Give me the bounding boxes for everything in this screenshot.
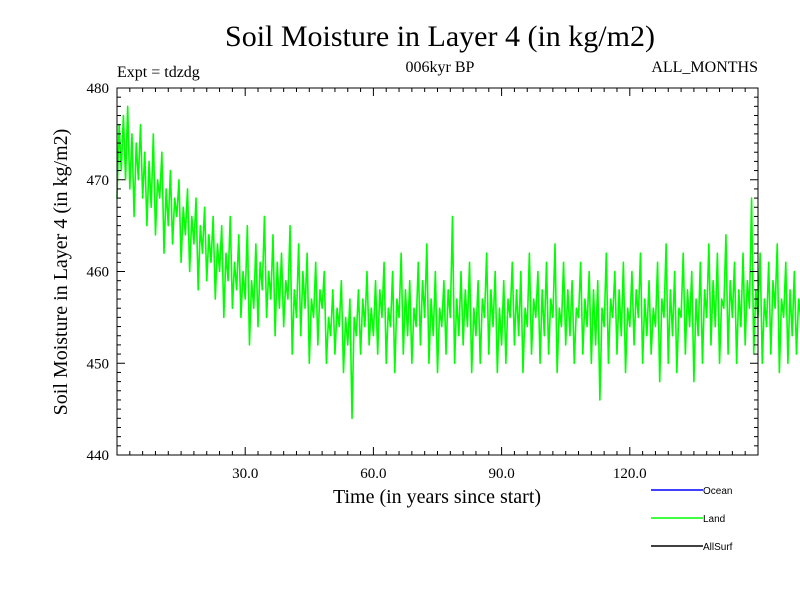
x-axis-label: Time (in years since start) <box>333 486 541 508</box>
y-axis-label: Soil Moisture in Layer 4 (in kg/m2) <box>50 129 72 416</box>
x-tick-label: 120.0 <box>613 466 647 482</box>
plot-area: 440 450 460 470 480 30.0 60.0 90.0 120.0 <box>87 81 800 482</box>
legend-label-land: Land <box>703 514 725 525</box>
x-tick-label: 60.0 <box>360 466 386 482</box>
chart-title: Soil Moisture in Layer 4 (in kg/m2) <box>225 20 655 53</box>
legend-label-ocean: Ocean <box>703 486 732 497</box>
period-label: ALL_MONTHS <box>651 59 758 76</box>
y-tick-label: 450 <box>87 356 110 372</box>
series-line-land <box>116 105 800 420</box>
y-tick-label: 440 <box>87 448 110 464</box>
y-tick-label: 470 <box>87 173 110 189</box>
x-tick-label: 30.0 <box>232 466 258 482</box>
chart-subtitle: 006kyr BP <box>406 59 475 76</box>
legend-label-allsurf: AllSurf <box>703 542 733 553</box>
legend: Ocean Land AllSurf <box>651 486 733 553</box>
experiment-label: Expt = tdzdg <box>117 64 200 81</box>
plot-frame <box>116 87 759 456</box>
y-tick-label: 480 <box>87 81 110 97</box>
x-tick-label: 90.0 <box>488 466 514 482</box>
y-tick-label: 460 <box>87 265 110 281</box>
